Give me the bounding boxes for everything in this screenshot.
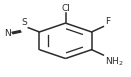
Text: N: N: [4, 29, 11, 38]
Text: NH$_2$: NH$_2$: [105, 55, 123, 68]
Text: Cl: Cl: [61, 4, 70, 13]
Text: S: S: [22, 18, 28, 27]
Text: F: F: [105, 17, 110, 26]
